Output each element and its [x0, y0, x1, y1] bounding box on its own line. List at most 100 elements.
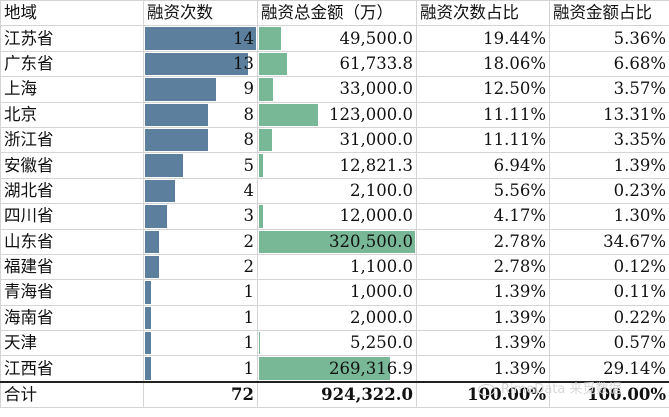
amount-cell-value: 5,250.0	[350, 333, 413, 353]
amount-pct-cell-value: 1.39%	[613, 155, 666, 175]
amount-pct-cell: 5.36%	[549, 25, 669, 52]
region-cell-value: 天津	[4, 333, 37, 353]
count-pct-cell-value: 4.17%	[493, 206, 546, 226]
count-pct-cell: 12.50%	[416, 76, 550, 103]
amount-cell: 320,500.0	[257, 228, 417, 255]
amount-cell: 2,100.0	[257, 177, 417, 205]
region-cell: 上海	[0, 76, 144, 103]
amount-cell: 2,000.0	[257, 304, 417, 332]
table-row: 江西省 1 269,316.9 1.39% 29.14%	[0, 355, 669, 383]
count-pct-cell-value: 1.39%	[493, 358, 546, 378]
amount-cell-value: 33,000.0	[339, 79, 413, 99]
count-cell: 1	[143, 355, 258, 383]
table-row: 山东省 2 320,500.0 2.78% 34.67%	[0, 228, 669, 255]
region-cell: 湖北省	[0, 177, 144, 205]
region-cell: 浙江省	[0, 126, 144, 154]
count-bar	[145, 179, 176, 203]
amount-bar	[259, 78, 274, 101]
count-cell: 2	[143, 253, 258, 281]
count-bar	[145, 205, 168, 228]
table-row: 福建省 2 1,100.0 2.78% 0.12%	[0, 253, 669, 281]
count-pct-cell: 1.39%	[416, 279, 550, 306]
count-cell: 5	[143, 152, 258, 179]
region-cell-value: 江西省	[4, 358, 54, 378]
amount-cell: 61,733.8	[257, 50, 417, 78]
region-cell-value: 山东省	[4, 231, 54, 251]
count-pct-cell: 11.11%	[416, 101, 550, 128]
amount-bar	[259, 27, 282, 50]
table-row: 上海 9 33,000.0 12.50% 3.57%	[0, 76, 669, 103]
count-pct-cell: 5.56%	[416, 177, 550, 205]
amount-bar	[259, 103, 318, 126]
count-cell: 1	[143, 304, 258, 332]
amount-bar	[259, 332, 260, 355]
amount-pct-cell: 3.57%	[549, 76, 669, 103]
count-cell-value: 1	[243, 282, 255, 302]
region-cell: 四川省	[0, 203, 144, 230]
amount-cell: 12,000.0	[257, 203, 417, 230]
count-pct-cell: 11.11%	[416, 126, 550, 154]
amount-cell-value: 123,000.0	[329, 104, 413, 124]
amount-pct-cell-value: 1.30%	[613, 206, 666, 226]
count-cell-value: 5	[243, 155, 255, 175]
count-pct-cell-value: 1.39%	[493, 282, 546, 302]
count-cell-value: 9	[243, 79, 255, 99]
total-count: 72	[143, 380, 258, 409]
count-pct-cell: 1.39%	[416, 304, 550, 332]
header-row: 地域 融资次数 融资总金额（万） 融资次数占比 融资金额占比	[0, 0, 669, 27]
amount-cell-value: 1,100.0	[350, 257, 413, 277]
region-cell-value: 北京	[4, 104, 37, 124]
count-cell-value: 8	[243, 104, 255, 124]
amount-cell-value: 320,500.0	[329, 231, 413, 251]
amount-pct-cell-value: 0.57%	[613, 333, 666, 353]
count-cell-value: 8	[243, 130, 255, 150]
count-pct-cell: 4.17%	[416, 203, 550, 230]
amount-cell-value: 12,000.0	[339, 206, 413, 226]
region-cell: 安徽省	[0, 152, 144, 179]
region-cell: 青海省	[0, 279, 144, 306]
region-cell-value: 浙江省	[4, 130, 54, 150]
amount-pct-cell-value: 13.31%	[603, 104, 666, 124]
amount-bar	[259, 128, 273, 152]
region-cell: 天津	[0, 330, 144, 357]
amount-bar	[259, 230, 415, 253]
count-cell-value: 2	[243, 231, 255, 251]
watermark: RimeData 来觅数据	[478, 378, 621, 397]
count-bar	[145, 128, 208, 152]
total-label: 合计	[0, 380, 144, 409]
amount-cell: 49,500.0	[257, 25, 417, 52]
count-cell: 4	[143, 177, 258, 205]
amount-cell: 269,316.9	[257, 355, 417, 383]
table-row: 四川省 3 12,000.0 4.17% 1.30%	[0, 203, 669, 230]
amount-pct-cell-value: 5.36%	[613, 28, 666, 48]
count-cell-value: 13	[233, 53, 254, 73]
region-cell: 江西省	[0, 355, 144, 383]
region-cell-value: 江苏省	[4, 28, 54, 48]
count-bar	[145, 306, 152, 330]
count-cell-value: 1	[243, 307, 255, 327]
count-cell-value: 1	[243, 358, 255, 378]
amount-pct-cell-value: 3.57%	[613, 79, 666, 99]
region-cell: 福建省	[0, 253, 144, 281]
count-pct-cell-value: 1.39%	[493, 307, 546, 327]
amount-pct-cell-value: 0.23%	[613, 180, 666, 200]
amount-pct-cell: 0.11%	[549, 279, 669, 306]
amount-pct-cell: 1.30%	[549, 203, 669, 230]
amount-pct-cell-value: 0.11%	[613, 282, 666, 302]
amount-pct-cell-value: 34.67%	[603, 231, 666, 251]
amount-cell: 12,821.3	[257, 152, 417, 179]
count-bar	[145, 154, 184, 177]
count-cell: 3	[143, 203, 258, 230]
amount-pct-cell: 6.68%	[549, 50, 669, 78]
amount-pct-cell-value: 29.14%	[603, 358, 666, 378]
amount-cell: 31,000.0	[257, 126, 417, 154]
amount-cell: 123,000.0	[257, 101, 417, 128]
region-cell-value: 安徽省	[4, 155, 54, 175]
table-row: 广东省 13 61,733.8 18.06% 6.68%	[0, 50, 669, 78]
count-pct-cell-value: 11.11%	[483, 104, 546, 124]
amount-pct-cell: 0.22%	[549, 304, 669, 332]
count-pct-cell-value: 19.44%	[483, 28, 546, 48]
count-bar	[145, 332, 152, 355]
amount-pct-cell-value: 3.35%	[613, 130, 666, 150]
